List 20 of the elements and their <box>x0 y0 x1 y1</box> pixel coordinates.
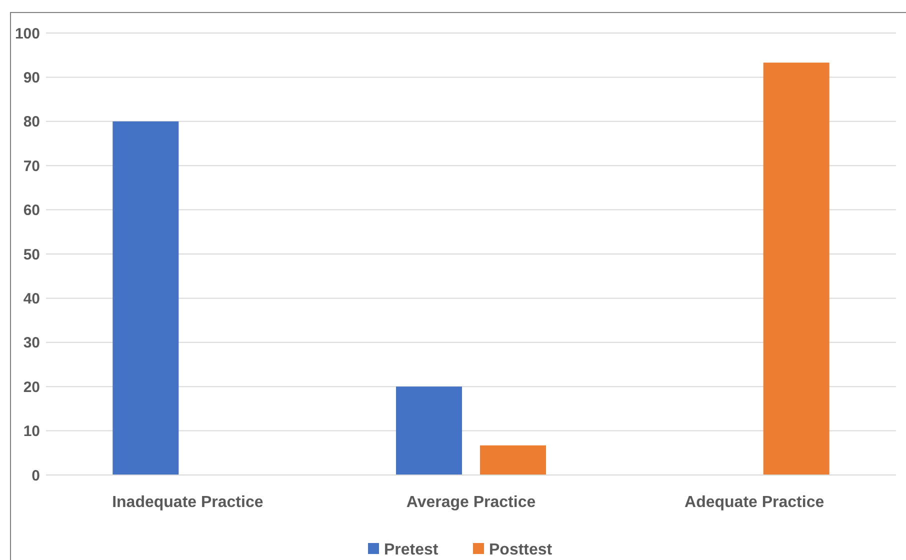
x-tick-label: Adequate Practice <box>684 494 824 511</box>
y-tick-label: 90 <box>23 69 40 86</box>
y-tick-label: 100 <box>14 25 40 42</box>
y-tick-label: 30 <box>23 334 40 352</box>
y-tick-label: 40 <box>23 290 40 308</box>
x-tick-label: Average Practice <box>406 494 536 511</box>
y-tick-label: 10 <box>23 423 40 440</box>
y-tick-label: 0 <box>32 467 40 484</box>
y-tick-label: 50 <box>23 246 40 264</box>
legend-label: Pretest <box>384 542 439 559</box>
legend-label: Posttest <box>489 542 553 559</box>
y-tick-label: 70 <box>23 158 40 175</box>
y-tick-label: 80 <box>23 114 40 131</box>
y-tick-label: 60 <box>23 202 40 220</box>
bar <box>396 386 462 475</box>
x-tick-label: Inadequate Practice <box>112 494 264 511</box>
bar <box>763 62 830 475</box>
y-tick-label: 20 <box>23 378 40 396</box>
bar <box>112 121 179 475</box>
bar <box>480 445 546 475</box>
